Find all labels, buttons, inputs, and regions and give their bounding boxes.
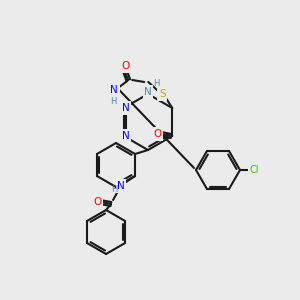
Text: H: H [153,79,159,88]
Text: O: O [153,129,161,139]
Text: H: H [110,97,116,106]
Text: O: O [121,61,129,71]
Text: O: O [93,197,101,207]
Text: H: H [111,185,117,194]
Text: N: N [110,85,118,95]
Text: N: N [122,103,130,113]
Text: N: N [122,131,130,141]
Text: S: S [159,89,166,99]
Text: Cl: Cl [249,165,259,175]
Text: N: N [117,181,125,191]
Text: N: N [144,87,152,97]
